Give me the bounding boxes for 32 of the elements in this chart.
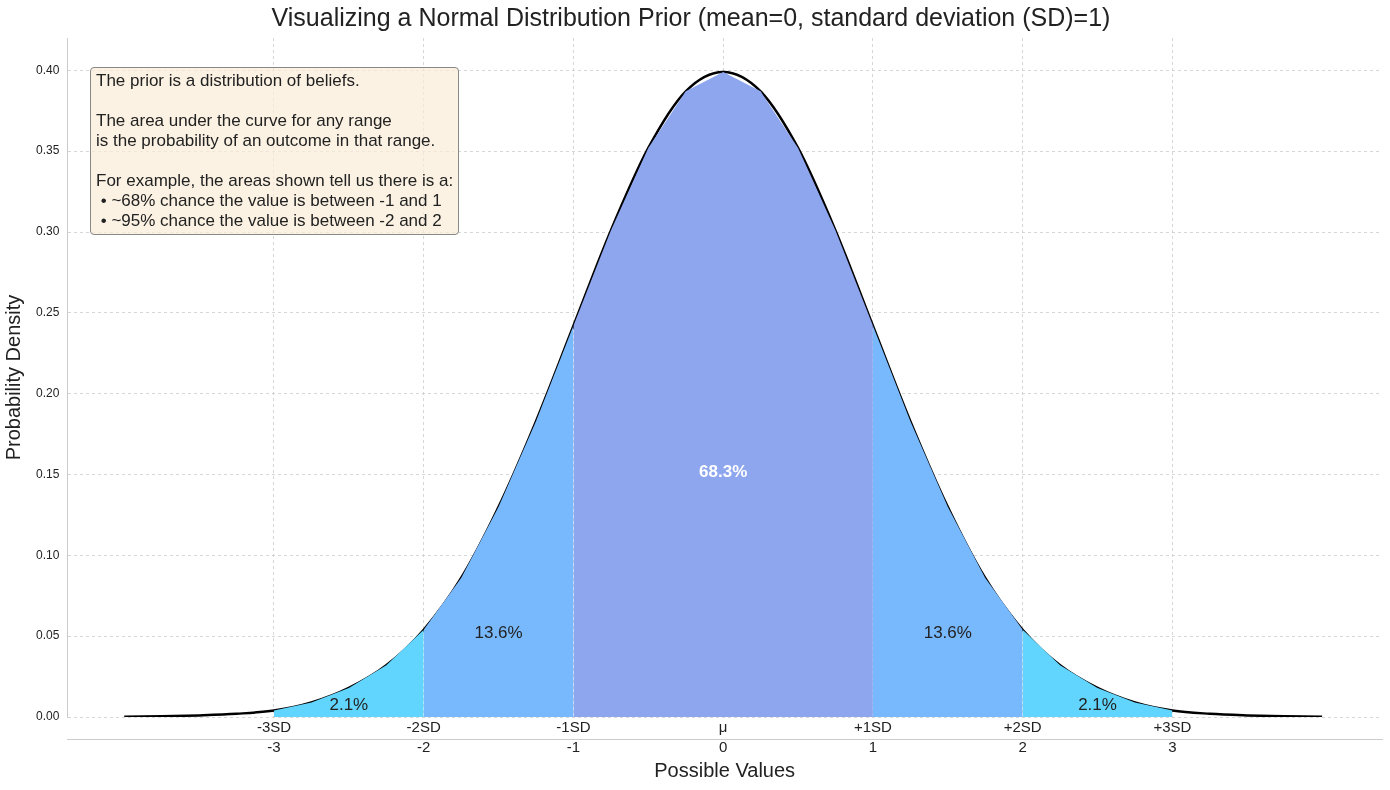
x-tick-label: -1 — [566, 738, 581, 756]
x2-tick-label: -3SD — [256, 718, 292, 736]
x-tick-label: 1 — [868, 738, 878, 756]
annotation: 2.1% — [1078, 695, 1117, 715]
x-axis-title: Possible Values — [654, 758, 796, 781]
y-tick-label: 0.10 — [36, 547, 60, 562]
x2-tick-label: +3SD — [1153, 718, 1192, 736]
annotation: 68.3% — [699, 461, 748, 481]
x-tick-label: -2 — [417, 738, 431, 756]
y-tick-label: 0.25 — [36, 305, 60, 320]
x2-tick-label: +2SD — [1003, 718, 1042, 736]
y-axis-title: Probability Density — [1, 294, 24, 461]
x2-tick-label: +1SD — [853, 718, 893, 736]
text: The prior is a distribution of beliefs. The area under the curve for any range is the probability of an outcome in that range. For example, the areas shown tell us there is a: • ~68% chance the value is between -1 and 1 • ~95% chance the value is between -2 and 2 — [96, 71, 454, 230]
annotation: 13.6% — [474, 622, 523, 642]
y-tick-label: 0.30 — [36, 224, 60, 239]
y-tick-label: 0.20 — [36, 385, 60, 400]
chart-title: Visualizing a Normal Distribution Prior (mean=0, standard deviation (SD)=1) — [271, 2, 1111, 31]
x-tick-label: 3 — [1168, 738, 1177, 756]
y-tick-label: 0.05 — [36, 628, 60, 643]
x2-tick-label: -1SD — [556, 718, 591, 736]
y-tick-label: 0.15 — [36, 466, 60, 481]
annotation: 13.6% — [923, 622, 972, 642]
annotation: 2.1% — [329, 695, 369, 715]
x-tick-label: -3 — [267, 738, 281, 756]
x-tick-label: 2 — [1018, 738, 1027, 756]
x-tick-label: 0 — [719, 738, 728, 756]
y-tick-label: 0.40 — [36, 62, 60, 77]
y-tick-label: 0.00 — [36, 709, 60, 724]
x2-tick-label: -2SD — [406, 718, 441, 736]
y-tick-label: 0.35 — [36, 143, 60, 158]
x2-tick-label: μ — [718, 718, 728, 736]
